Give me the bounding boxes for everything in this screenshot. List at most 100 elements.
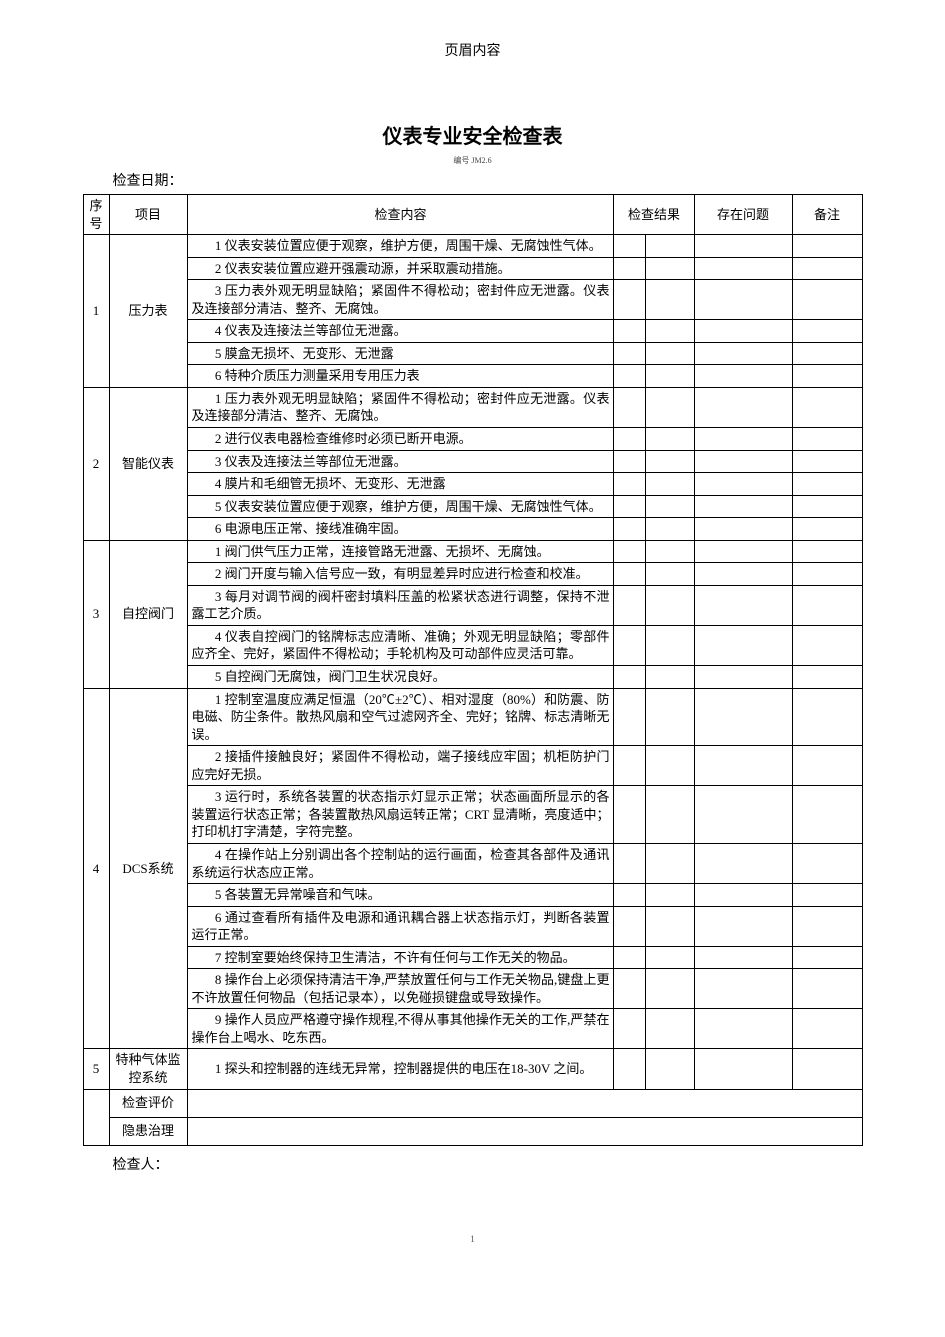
table-row: 3 仪表及连接法兰等部位无泄露。: [83, 450, 862, 473]
note-cell: [792, 625, 862, 665]
issue-cell: [694, 1009, 792, 1049]
section-seq: 4: [83, 688, 109, 1049]
result-cell-1: [614, 387, 646, 427]
section-item: 自控阀门: [109, 540, 187, 688]
section-seq: 2: [83, 387, 109, 540]
issue-cell: [694, 585, 792, 625]
note-cell: [792, 365, 862, 388]
check-content: 8 操作台上必须保持清洁干净,严禁放置任何与工作无关物品,键盘上更不许放置任何物…: [187, 969, 614, 1009]
check-content: 5 自控阀门无腐蚀，阀门卫生状况良好。: [187, 666, 614, 689]
note-cell: [792, 906, 862, 946]
col-seq: 序号: [83, 195, 109, 235]
result-cell-2: [646, 1009, 694, 1049]
result-cell-1: [614, 320, 646, 343]
issue-cell: [694, 450, 792, 473]
result-cell-1: [614, 495, 646, 518]
section-seq: 1: [83, 235, 109, 388]
eval-seq: [83, 1089, 109, 1145]
result-cell-2: [646, 585, 694, 625]
col-issue: 存在问题: [694, 195, 792, 235]
note-cell: [792, 1049, 862, 1089]
note-cell: [792, 495, 862, 518]
result-cell-1: [614, 540, 646, 563]
section-item: DCS系统: [109, 688, 187, 1049]
form-code: 编号 JM2.6: [83, 155, 863, 166]
note-cell: [792, 257, 862, 280]
inspector-label: 检查人：: [113, 1154, 863, 1174]
check-content: 6 通过查看所有插件及电源和通讯耦合器上状态指示灯，判断各装置运行正常。: [187, 906, 614, 946]
issue-cell: [694, 666, 792, 689]
check-content: 5 膜盒无损坏、无变形、无泄露: [187, 342, 614, 365]
check-content: 6 电源电压正常、接线准确牢固。: [187, 518, 614, 541]
result-cell-1: [614, 563, 646, 586]
issue-cell: [694, 906, 792, 946]
result-cell-2: [646, 946, 694, 969]
issue-cell: [694, 884, 792, 907]
result-cell-1: [614, 906, 646, 946]
table-row: 3 每月对调节阀的阀杆密封填料压盖的松紧状态进行调整，保持不泄露工艺介质。: [83, 585, 862, 625]
issue-cell: [694, 946, 792, 969]
result-cell-2: [646, 365, 694, 388]
inspection-date-label: 检查日期：: [113, 170, 863, 190]
result-cell-2: [646, 884, 694, 907]
issue-cell: [694, 1049, 792, 1089]
table-row: 2 接插件接触良好；紧固件不得松动，端子接线应牢固；机柜防护门应完好无损。: [83, 746, 862, 786]
document-page: 页眉内容 仪表专业安全检查表 编号 JM2.6 检查日期： 序号 项目 检查内容…: [83, 40, 863, 1244]
result-cell-1: [614, 585, 646, 625]
result-cell-2: [646, 1049, 694, 1089]
check-content: 4 仪表自控阀门的铭牌标志应清晰、准确；外观无明显缺陷；零部件应齐全、完好，紧固…: [187, 625, 614, 665]
table-row: 6 特种介质压力测量采用专用压力表: [83, 365, 862, 388]
result-cell-2: [646, 625, 694, 665]
table-row: 3 运行时，系统各装置的状态指示灯显示正常；状态画面所显示的各装置运行状态正常；…: [83, 786, 862, 844]
check-content: 3 运行时，系统各装置的状态指示灯显示正常；状态画面所显示的各装置运行状态正常；…: [187, 786, 614, 844]
issue-cell: [694, 387, 792, 427]
issue-cell: [694, 563, 792, 586]
issue-cell: [694, 540, 792, 563]
result-cell-1: [614, 428, 646, 451]
table-header-row: 序号 项目 检查内容 检查结果 存在问题 备注: [83, 195, 862, 235]
issue-cell: [694, 495, 792, 518]
section-seq: 3: [83, 540, 109, 688]
check-content: 1 压力表外观无明显缺陷；紧固件不得松动；密封件应无泄露。仪表及连接部分清洁、整…: [187, 387, 614, 427]
result-cell-1: [614, 969, 646, 1009]
check-content: 2 接插件接触良好；紧固件不得松动，端子接线应牢固；机柜防护门应完好无损。: [187, 746, 614, 786]
note-cell: [792, 428, 862, 451]
table-row: 5 各装置无异常噪音和气味。: [83, 884, 862, 907]
result-cell-1: [614, 365, 646, 388]
result-cell-1: [614, 342, 646, 365]
note-cell: [792, 540, 862, 563]
check-content: 3 每月对调节阀的阀杆密封填料压盖的松紧状态进行调整，保持不泄露工艺介质。: [187, 585, 614, 625]
section-item: 智能仪表: [109, 387, 187, 540]
table-row: 4 在操作站上分别调出各个控制站的运行画面，检查其各部件及通讯系统运行状态应正常…: [83, 843, 862, 883]
table-row: 2 进行仪表电器检查维修时必须已断开电源。: [83, 428, 862, 451]
result-cell-1: [614, 257, 646, 280]
issue-cell: [694, 473, 792, 496]
note-cell: [792, 342, 862, 365]
result-cell-2: [646, 906, 694, 946]
table-row: 4 仪表及连接法兰等部位无泄露。: [83, 320, 862, 343]
check-content: 5 各装置无异常噪音和气味。: [187, 884, 614, 907]
check-content: 4 仪表及连接法兰等部位无泄露。: [187, 320, 614, 343]
result-cell-2: [646, 688, 694, 746]
result-cell-1: [614, 666, 646, 689]
eval-content-2: [187, 1117, 862, 1145]
result-cell-2: [646, 387, 694, 427]
table-row: 4 仪表自控阀门的铭牌标志应清晰、准确；外观无明显缺陷；零部件应齐全、完好，紧固…: [83, 625, 862, 665]
note-cell: [792, 746, 862, 786]
note-cell: [792, 387, 862, 427]
table-row: 2智能仪表1 压力表外观无明显缺陷；紧固件不得松动；密封件应无泄露。仪表及连接部…: [83, 387, 862, 427]
result-cell-1: [614, 786, 646, 844]
section-item: 压力表: [109, 235, 187, 388]
col-result: 检查结果: [614, 195, 694, 235]
result-cell-1: [614, 473, 646, 496]
note-cell: [792, 473, 862, 496]
result-cell-1: [614, 235, 646, 258]
result-cell-1: [614, 1009, 646, 1049]
eval-row: 隐患治理: [83, 1117, 862, 1145]
col-content: 检查内容: [187, 195, 614, 235]
section-item: 特种气体监控系统: [109, 1049, 187, 1089]
result-cell-2: [646, 450, 694, 473]
section-seq: 5: [83, 1049, 109, 1089]
eval-content-1: [187, 1089, 862, 1117]
check-content: 3 仪表及连接法兰等部位无泄露。: [187, 450, 614, 473]
